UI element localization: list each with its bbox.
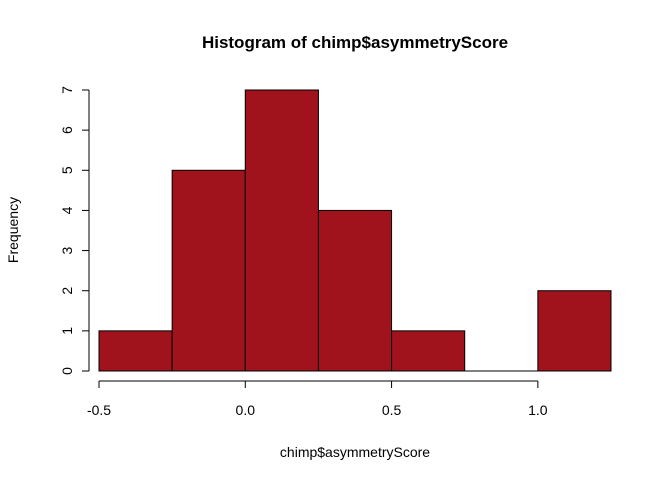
y-tick-label: 7 <box>59 86 75 94</box>
y-tick-label: 6 <box>59 126 75 134</box>
y-axis-label: Frequency <box>5 197 21 263</box>
histogram-bar <box>317 209 393 372</box>
x-axis-label: chimp$asymmetryScore <box>280 444 430 460</box>
y-tick-label: 2 <box>59 287 75 295</box>
bars-group <box>98 89 612 372</box>
y-axis: 0 1 2 3 4 5 6 7 <box>59 86 90 375</box>
histogram-bar <box>391 330 466 372</box>
x-tick-label: 0.0 <box>236 402 256 418</box>
histogram-bar <box>98 330 173 372</box>
y-tick-label: 0 <box>59 367 75 375</box>
x-axis: -0.5 0.0 0.5 1.0 <box>87 380 548 418</box>
histogram-bar <box>171 169 246 372</box>
y-tick-label: 4 <box>59 206 75 214</box>
histogram-bar <box>537 290 612 372</box>
x-tick-label: -0.5 <box>87 402 111 418</box>
y-tick-label: 1 <box>59 327 75 335</box>
chart-title: Histogram of chimp$asymmetryScore <box>202 33 508 52</box>
x-tick-label: 1.0 <box>528 402 548 418</box>
x-tick-label: 0.5 <box>382 402 402 418</box>
y-tick-label: 5 <box>59 166 75 174</box>
histogram-bar <box>244 89 319 372</box>
y-tick-label: 3 <box>59 246 75 254</box>
